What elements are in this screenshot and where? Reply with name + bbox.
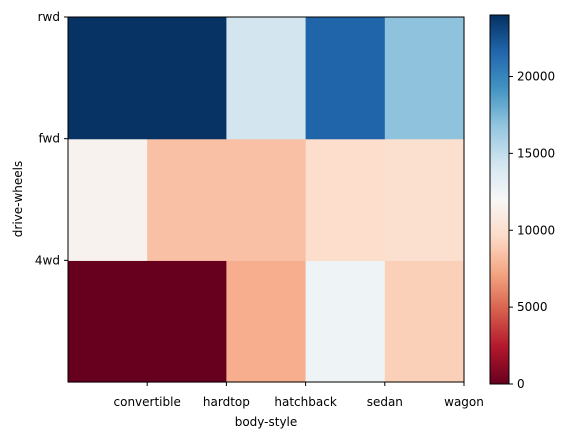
y-axis-ticks: 4wd fwd rwd <box>35 10 68 267</box>
colorbar-tick-label: 10000 <box>517 223 555 237</box>
colorbar <box>489 14 510 385</box>
heatmap-cell <box>384 138 465 261</box>
colorbar-tick-label: 0 <box>517 377 525 391</box>
heatmap-cell <box>147 17 227 140</box>
x-tick-label: hatchback <box>274 395 336 409</box>
heatmap-cell <box>226 260 307 383</box>
y-tick-label: fwd <box>39 132 60 146</box>
x-tick-label: hardtop <box>203 395 250 409</box>
heatmap-cells <box>68 17 465 383</box>
y-tick-label: rwd <box>38 10 60 24</box>
heatmap-cell <box>147 138 227 261</box>
plot-frame <box>67 16 465 383</box>
y-axis-title: drive-wheels <box>11 161 25 237</box>
x-axis-ticks: convertible hardtop hatchback sedan wagon <box>114 382 484 409</box>
x-tick-label: wagon <box>444 395 484 409</box>
x-tick-label: sedan <box>367 395 403 409</box>
y-tick-label: 4wd <box>35 253 60 267</box>
heatmap-cell <box>68 17 148 140</box>
heatmap-cell <box>68 260 148 383</box>
colorbar-tick-label: 20000 <box>517 70 555 84</box>
heatmap-cell <box>68 138 148 261</box>
heatmap-cell <box>305 260 386 383</box>
heatmap-cell <box>384 17 465 140</box>
x-axis-title: body-style <box>235 415 298 429</box>
x-tick-label: convertible <box>114 395 181 409</box>
heatmap-cell <box>384 260 465 383</box>
colorbar-tick-label: 5000 <box>517 300 548 314</box>
heatmap-cell <box>226 138 307 261</box>
heatmap-cell <box>147 260 227 383</box>
heatmap-cell <box>226 17 307 140</box>
heatmap-cell <box>305 138 386 261</box>
heatmap-cell <box>305 17 386 140</box>
colorbar-tick-label: 15000 <box>517 146 555 160</box>
colorbar-ticks: 0 5000 10000 15000 20000 <box>509 70 555 391</box>
